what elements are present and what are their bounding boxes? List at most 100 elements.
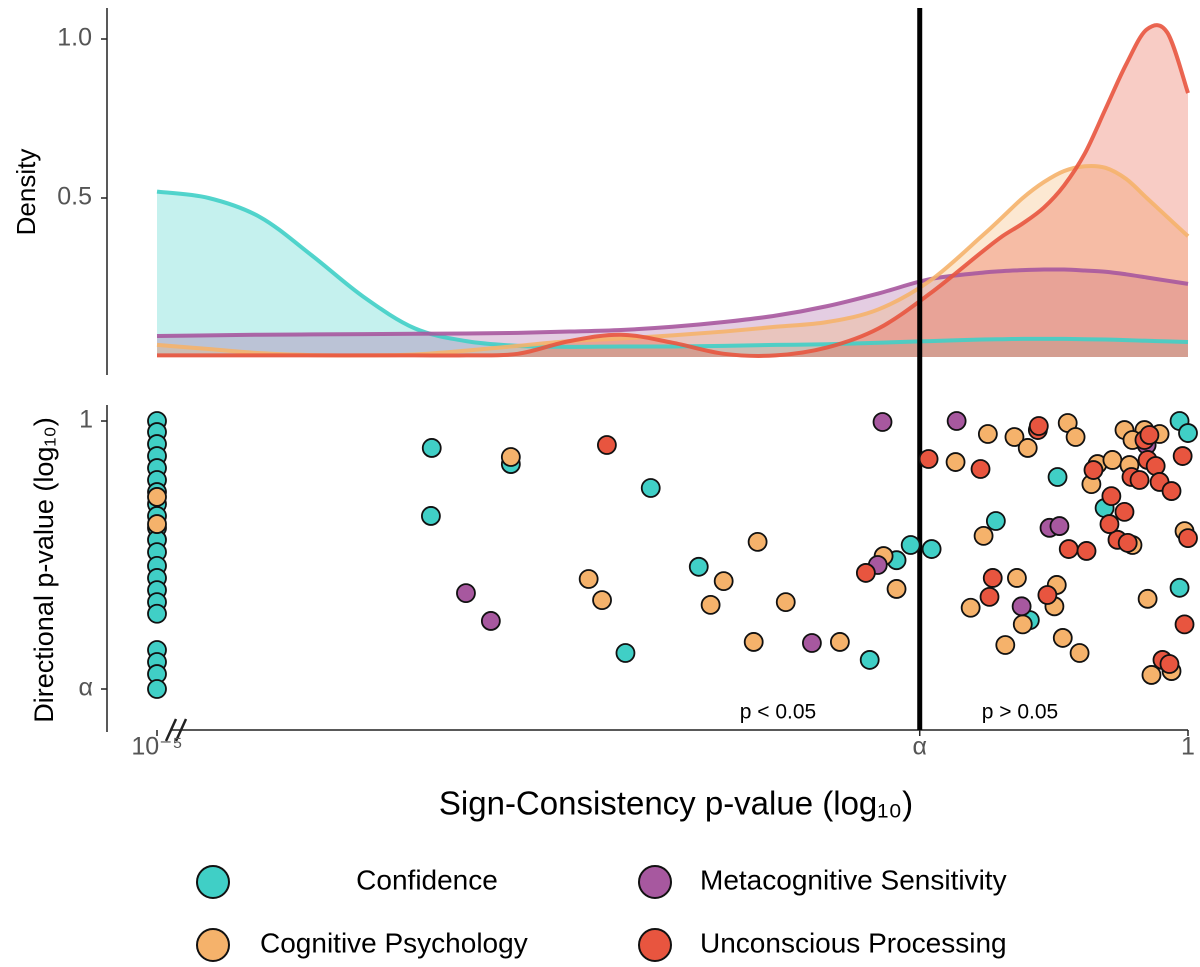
point [1137,588,1158,609]
point [946,411,967,431]
point [1049,516,1070,536]
point [1139,425,1160,445]
point [1065,427,1086,447]
point [921,539,942,559]
legend: Confidence Cognitive Psychology Metacognit… [196,864,1007,962]
point [688,556,709,577]
point [1047,467,1068,487]
point [900,535,921,555]
legend-swatch [196,928,230,962]
point [147,487,167,507]
point [1102,450,1123,470]
axis-break [164,718,188,742]
point [1174,614,1195,635]
point [1052,628,1073,648]
point [596,435,617,455]
point [960,597,981,618]
point [829,632,850,652]
point [1159,654,1180,674]
point [855,563,876,583]
point [1004,427,1025,447]
point [859,650,880,670]
legend-label: Cognitive Psychology [260,927,528,958]
point [1012,614,1033,635]
legend-label: Metacognitive Sensitivity [700,864,1007,895]
x-tick-label: 10⁻⁵ [131,733,182,761]
point [480,611,501,631]
density-line [156,267,1189,339]
point [775,592,796,613]
y-tick-label: 0.5 [57,183,92,211]
legend-swatch [638,865,672,899]
legend-label: Unconscious Processing [700,927,1007,958]
y-tick-label: 1 [79,406,93,434]
point [1145,456,1166,476]
legend-label: Confidence [356,864,498,895]
density-y-title: Density [11,149,41,236]
y-tick-label: α [79,674,93,702]
point [640,478,661,498]
density-line [156,189,1189,349]
point [973,525,994,546]
point [872,412,893,432]
y-tick-label: 1.0 [57,24,92,52]
point [1058,539,1079,559]
scatter-panel: α 1 10⁻⁵ α 1 [79,8,1198,761]
point [147,603,167,624]
point [945,452,966,472]
point [1011,596,1032,617]
point [1169,577,1190,598]
point [995,635,1016,655]
point [1117,533,1138,553]
point [1028,416,1049,436]
point [615,643,636,663]
point [743,632,764,652]
point [1101,486,1122,506]
point [421,438,442,458]
point [918,449,939,469]
point [147,514,167,534]
point [713,571,734,592]
point [1141,665,1162,685]
point [1114,502,1135,522]
point [592,590,612,611]
density-panel: 0.5 1.0 [57,23,1190,358]
point [1129,470,1150,490]
point [1069,643,1090,663]
point [1017,438,1038,458]
point [1007,568,1027,588]
x-tick-label: α [913,733,927,761]
point [1172,446,1193,466]
point [578,569,599,589]
point [985,511,1006,531]
scatter-y-title: Directional p-value (log₁₀) [29,417,59,722]
density-line [156,23,1190,358]
point [970,459,991,479]
point [982,568,1003,588]
x-title: Sign-Consistency p-value (log₁₀) [439,785,913,822]
point [147,679,167,699]
point [700,595,721,615]
point [1178,528,1198,549]
point [1083,460,1104,480]
x-tick-label: 1 [1181,733,1195,761]
point [886,579,907,599]
annotation: p > 0.05 [982,701,1058,724]
point [1076,541,1097,561]
point [747,531,768,552]
point [1178,423,1198,443]
legend-swatch [638,928,672,962]
density-area [157,25,1188,357]
point [1099,514,1120,534]
point [802,633,822,653]
point [1161,481,1182,501]
point [1037,585,1058,605]
point [977,424,998,444]
point [979,586,1000,607]
density-area [157,165,1188,357]
legend-swatch [196,865,230,899]
point [456,583,476,604]
annotation: p < 0.05 [740,701,816,724]
point [500,447,521,467]
